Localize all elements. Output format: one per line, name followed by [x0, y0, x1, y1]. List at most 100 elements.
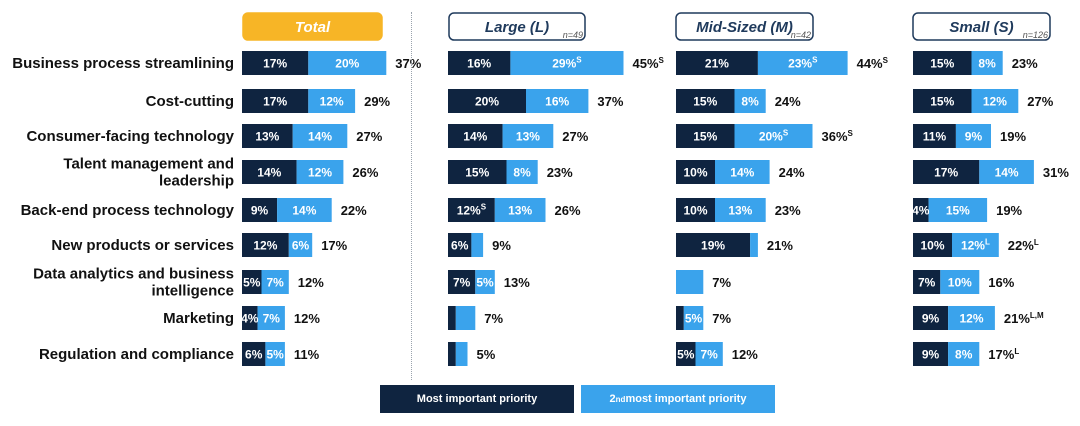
label-secondary-p3-r3-text: 20% [759, 130, 783, 144]
label-secondary-p2-r1-text: 29% [552, 57, 576, 71]
label-secondary-p1-r1: 20% [335, 57, 359, 71]
label-total-p3-r6: 21% [767, 238, 793, 253]
bar-secondary-p4-r3 [955, 124, 991, 148]
label-primary-p4-r8: 9% [922, 312, 940, 326]
label-primary-p4-r3-text: 11% [923, 130, 947, 144]
label-total-p3-r1-sup: S [883, 56, 889, 65]
stacked-bar-chart: Business process streamlining Cost-cuttin… [12, 12, 1069, 366]
label-secondary-p3-r1-sup: S [812, 56, 818, 65]
label-primary-p4-r9-text: 9% [922, 348, 940, 362]
label-secondary-p3-r1: 23%S [788, 56, 818, 71]
label-secondary-p4-r5-text: 15% [946, 204, 970, 218]
label-primary-p4-r7-text: 7% [918, 276, 936, 290]
label-secondary-p4-r1: 8% [978, 57, 996, 71]
label-primary-p2-r4: 15% [465, 166, 489, 180]
bar-secondary-p3-r7 [676, 270, 704, 294]
category-label-1-line-1: Business process streamlining [12, 55, 234, 72]
label-total-p3-r1: 44%S [857, 56, 889, 71]
label-secondary-p4-r8-text: 12% [959, 312, 983, 326]
label-secondary-p4-r5: 15% [946, 204, 970, 218]
label-primary-p1-r2-text: 17% [263, 95, 287, 109]
category-label-8: Marketing [163, 310, 234, 327]
label-total-p1-r7-text: 12% [298, 275, 324, 290]
label-secondary-p1-r6: 6% [292, 239, 310, 253]
label-total-p2-r9: 5% [477, 347, 496, 362]
label-primary-p1-r1: 17% [263, 57, 287, 71]
label-primary-p3-r3: 15% [693, 130, 717, 144]
label-secondary-p4-r9-text: 8% [955, 348, 973, 362]
bar-secondary-p2-r2 [526, 89, 589, 113]
label-total-p2-r2-text: 37% [597, 94, 623, 109]
label-primary-p2-r3-text: 14% [463, 130, 487, 144]
bar-primary-p3-r9 [676, 342, 696, 366]
panel-header-label-2: Large (L) [485, 19, 549, 36]
label-total-p1-r3-text: 27% [356, 129, 382, 144]
label-total-p1-r8: 12% [294, 311, 320, 326]
label-total-p4-r8-text: 21% [1004, 311, 1030, 326]
label-secondary-p1-r9-text: 5% [266, 348, 284, 362]
label-primary-p4-r7: 7% [918, 276, 936, 290]
label-secondary-p1-r7-text: 7% [266, 276, 284, 290]
bar-primary-p2-r7 [448, 270, 476, 294]
label-primary-p4-r8-text: 9% [922, 312, 940, 326]
label-total-p2-r1-text: 45% [633, 56, 659, 71]
label-primary-p3-r9: 5% [677, 348, 695, 362]
label-secondary-p1-r2-text: 12% [320, 95, 344, 109]
label-total-p3-r1-text: 44% [857, 56, 883, 71]
label-total-p2-r1-sup: S [659, 56, 665, 65]
bar-primary-p3-r1 [676, 51, 758, 75]
label-primary-p3-r5-text: 10% [683, 204, 707, 218]
label-total-p2-r6: 9% [492, 238, 511, 253]
label-primary-p3-r2: 15% [693, 95, 717, 109]
label-total-p4-r6-sup: L [1034, 238, 1039, 247]
label-total-p3-r5: 23% [775, 203, 801, 218]
label-total-p2-r2: 37% [597, 94, 623, 109]
bar-primary-p4-r5 [913, 198, 929, 222]
bar-primary-p2-r3 [448, 124, 503, 148]
bar-primary-p3-r6 [676, 233, 751, 257]
label-primary-p1-r9-text: 6% [245, 348, 263, 362]
bar-secondary-p3-r1 [757, 51, 848, 75]
label-primary-p4-r5: 4% [912, 204, 930, 218]
label-total-p2-r4: 23% [547, 165, 573, 180]
bar-primary-p3-r3 [676, 124, 735, 148]
label-total-p1-r7: 12% [298, 275, 324, 290]
label-primary-p2-r5-text: 12% [457, 204, 481, 218]
label-total-p1-r5: 22% [341, 203, 367, 218]
label-secondary-p2-r5-text: 13% [508, 204, 532, 218]
label-total-p2-r8-text: 7% [484, 311, 503, 326]
label-primary-p4-r5-text: 4% [912, 204, 930, 218]
label-primary-p2-r6: 6% [451, 239, 469, 253]
label-secondary-p4-r3: 9% [965, 130, 983, 144]
label-total-p4-r8-sup: L,M [1030, 311, 1044, 320]
label-total-p4-r5-text: 19% [996, 203, 1022, 218]
label-primary-p1-r3-text: 13% [255, 130, 279, 144]
label-total-p2-r9-text: 5% [477, 347, 496, 362]
bar-secondary-p4-r4 [979, 160, 1034, 184]
label-primary-p1-r8-text: 4% [241, 312, 259, 326]
bar-primary-p2-r5 [448, 198, 495, 222]
label-secondary-p3-r8: 5% [685, 312, 703, 326]
label-primary-p4-r4: 17% [934, 166, 958, 180]
bar-secondary-p1-r1 [308, 51, 387, 75]
bar-primary-p2-r9 [448, 342, 456, 366]
panel-header-box-4 [912, 12, 1051, 41]
label-total-p4-r1: 23% [1012, 56, 1038, 71]
label-total-p1-r1: 37% [395, 56, 421, 71]
legend-primary: Most important priority [380, 385, 574, 413]
label-secondary-p4-r1-text: 8% [978, 57, 996, 71]
bar-primary-p4-r2 [913, 89, 972, 113]
bar-secondary-p2-r7 [475, 270, 495, 294]
panel-header-label-1: Total [295, 19, 331, 36]
label-primary-p4-r1-text: 15% [930, 57, 954, 71]
label-primary-p3-r6: 19% [701, 239, 725, 253]
label-secondary-p2-r3-text: 13% [516, 130, 540, 144]
label-total-p3-r9: 12% [732, 347, 758, 362]
panel-sample-size-2: n=49 [563, 30, 583, 40]
label-secondary-p3-r2-text: 8% [741, 95, 759, 109]
label-primary-p3-r1: 21% [705, 57, 729, 71]
bar-secondary-p3-r3 [734, 124, 813, 148]
label-total-p4-r9-sup: L [1014, 347, 1019, 356]
label-secondary-p2-r2: 16% [545, 95, 569, 109]
category-label-7-line-1: Data analytics and business [33, 266, 234, 283]
